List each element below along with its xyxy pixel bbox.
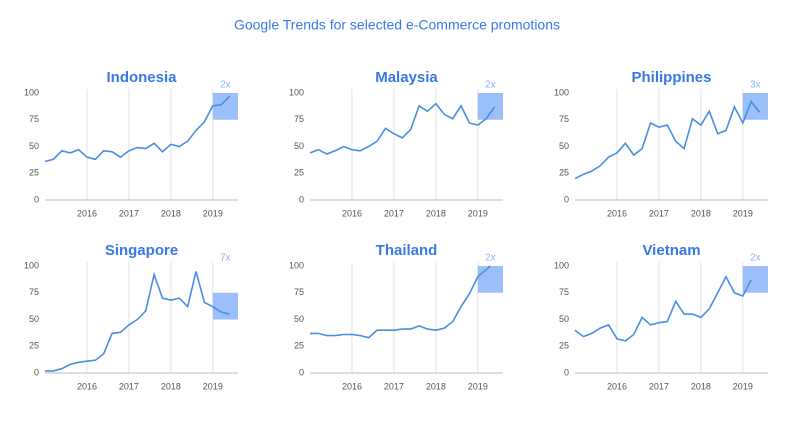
highlight-label: 7x bbox=[220, 253, 231, 264]
y-tick-label: 75 bbox=[559, 287, 569, 297]
y-tick-label: 25 bbox=[559, 168, 569, 178]
panel-title: Malaysia bbox=[375, 69, 438, 86]
y-tick-label: 25 bbox=[29, 168, 39, 178]
x-tick-label: 2017 bbox=[119, 208, 139, 218]
y-tick-label: 75 bbox=[29, 114, 39, 124]
x-tick-label: 2017 bbox=[384, 208, 404, 218]
y-tick-label: 75 bbox=[559, 114, 569, 124]
x-tick-label: 2017 bbox=[119, 381, 139, 391]
x-tick-label: 2018 bbox=[161, 381, 181, 391]
panel-title: Philippines bbox=[631, 69, 711, 86]
x-tick-label: 2018 bbox=[691, 381, 711, 391]
x-tick-label: 2016 bbox=[77, 208, 97, 218]
highlight-box bbox=[212, 292, 238, 320]
y-tick-label: 0 bbox=[34, 367, 39, 377]
x-tick-label: 2019 bbox=[203, 381, 223, 391]
y-tick-label: 50 bbox=[294, 141, 304, 151]
data-line bbox=[45, 271, 230, 372]
y-tick-label: 50 bbox=[29, 141, 39, 151]
x-tick-label: 2018 bbox=[691, 208, 711, 218]
panel: Vietnam 2016 2017 2018 2019 0 25 50 75 100 2x bbox=[554, 242, 768, 391]
x-tick-label: 2016 bbox=[342, 381, 362, 391]
panel-title: Indonesia bbox=[106, 69, 177, 86]
x-tick-label: 2017 bbox=[649, 208, 669, 218]
highlight-box bbox=[477, 266, 503, 293]
x-tick-label: 2016 bbox=[607, 208, 627, 218]
highlight-box bbox=[477, 93, 503, 120]
y-tick-label: 25 bbox=[559, 341, 569, 351]
x-tick-label: 2017 bbox=[649, 381, 669, 391]
y-tick-label: 50 bbox=[559, 314, 569, 324]
x-tick-label: 2018 bbox=[426, 381, 446, 391]
x-tick-label: 2016 bbox=[607, 381, 627, 391]
y-tick-label: 0 bbox=[299, 194, 304, 204]
data-line bbox=[309, 102, 496, 155]
x-tick-label: 2017 bbox=[384, 381, 404, 391]
y-tick-label: 50 bbox=[294, 314, 304, 324]
data-line bbox=[44, 95, 231, 163]
panel: Philippines 2016 2017 2018 2019 0 25 50 75 100 3x bbox=[554, 69, 768, 218]
y-tick-label: 100 bbox=[24, 260, 39, 270]
highlight-label: 3x bbox=[750, 80, 761, 91]
y-tick-label: 100 bbox=[554, 260, 569, 270]
y-tick-label: 25 bbox=[29, 341, 39, 351]
x-tick-label: 2019 bbox=[203, 208, 223, 218]
panel: Singapore 2016 2017 2018 2019 0 25 50 75 100 7x bbox=[24, 242, 238, 391]
y-tick-label: 100 bbox=[289, 87, 304, 97]
x-tick-label: 2019 bbox=[733, 208, 753, 218]
y-tick-label: 0 bbox=[34, 194, 39, 204]
data-line bbox=[574, 100, 761, 180]
y-tick-label: 50 bbox=[559, 141, 569, 151]
y-tick-label: 100 bbox=[289, 260, 304, 270]
main-title: Google Trends for selected e-Commerce pr… bbox=[234, 17, 560, 33]
panel: Thailand 2016 2017 2018 2019 0 25 50 75 100 2x bbox=[289, 242, 503, 391]
panel-title: Thailand bbox=[376, 242, 438, 259]
x-tick-label: 2019 bbox=[468, 381, 488, 391]
panel: Indonesia 2016 2017 2018 2019 0 25 50 75 100 2x bbox=[24, 69, 238, 218]
y-tick-label: 50 bbox=[29, 314, 39, 324]
y-tick-label: 0 bbox=[564, 194, 569, 204]
y-tick-label: 75 bbox=[294, 114, 304, 124]
y-tick-label: 0 bbox=[564, 367, 569, 377]
y-tick-label: 25 bbox=[294, 341, 304, 351]
x-tick-label: 2016 bbox=[342, 208, 362, 218]
highlight-label: 2x bbox=[485, 253, 496, 264]
panel: Malaysia 2016 2017 2018 2019 0 25 50 75 100 2x bbox=[289, 69, 503, 218]
panel-title: Singapore bbox=[105, 242, 178, 259]
y-tick-label: 100 bbox=[554, 87, 569, 97]
y-tick-label: 75 bbox=[29, 287, 39, 297]
y-tick-label: 0 bbox=[299, 367, 304, 377]
y-tick-label: 75 bbox=[294, 287, 304, 297]
x-tick-label: 2016 bbox=[77, 381, 97, 391]
highlight-label: 2x bbox=[220, 80, 231, 91]
x-tick-label: 2018 bbox=[426, 208, 446, 218]
x-tick-label: 2018 bbox=[161, 208, 181, 218]
x-tick-label: 2019 bbox=[733, 381, 753, 391]
y-tick-label: 25 bbox=[294, 168, 304, 178]
data-line bbox=[574, 274, 752, 342]
highlight-box bbox=[212, 93, 238, 120]
data-line bbox=[310, 265, 491, 339]
panel-title: Vietnam bbox=[642, 242, 700, 259]
x-tick-label: 2019 bbox=[468, 208, 488, 218]
highlight-label: 2x bbox=[485, 80, 496, 91]
highlight-label: 2x bbox=[750, 253, 761, 264]
y-tick-label: 100 bbox=[24, 87, 39, 97]
